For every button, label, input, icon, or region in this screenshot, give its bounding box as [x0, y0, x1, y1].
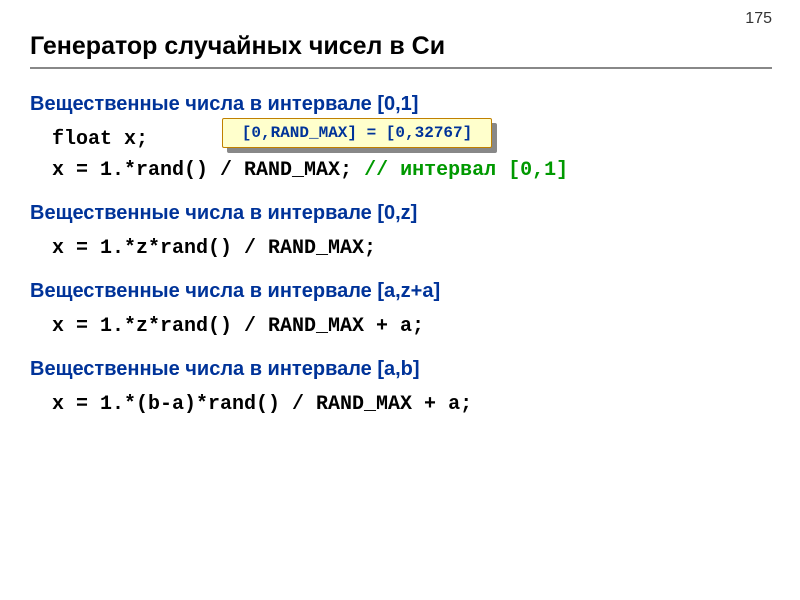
callout-text: [0,RAND_MAX] = [0,32767] [242, 124, 472, 142]
page-number: 175 [745, 10, 772, 28]
code-line: x = 1.*z*rand() / RAND_MAX + a; [0, 311, 800, 342]
section-header: Вещественные числа в интервале [a,z+a] [0, 274, 800, 311]
code-text: x = 1.*(b-a)*rand() / RAND_MAX + a; [52, 393, 472, 416]
code-text: x = 1.*z*rand() / RAND_MAX + a; [52, 315, 424, 338]
title-divider [30, 67, 772, 69]
code-text: x = 1.*rand() / RAND_MAX; [52, 159, 352, 182]
callout-box: [0,RAND_MAX] = [0,32767] [222, 118, 492, 148]
slide-title: Генератор случайных чисел в Си [0, 0, 800, 67]
section-header: Вещественные числа в интервале [a,b] [0, 352, 800, 389]
code-text: float x; [52, 128, 148, 151]
code-comment: // интервал [0,1] [352, 159, 568, 182]
section-header: Вещественные числа в интервале [0,z] [0, 196, 800, 233]
code-line: x = 1.*z*rand() / RAND_MAX; [0, 233, 800, 264]
callout: [0,RAND_MAX] = [0,32767] [222, 118, 492, 148]
code-line: x = 1.*(b-a)*rand() / RAND_MAX + a; [0, 389, 800, 420]
code-line: x = 1.*rand() / RAND_MAX; // интервал [0… [0, 155, 800, 186]
code-text: x = 1.*z*rand() / RAND_MAX; [52, 237, 376, 260]
